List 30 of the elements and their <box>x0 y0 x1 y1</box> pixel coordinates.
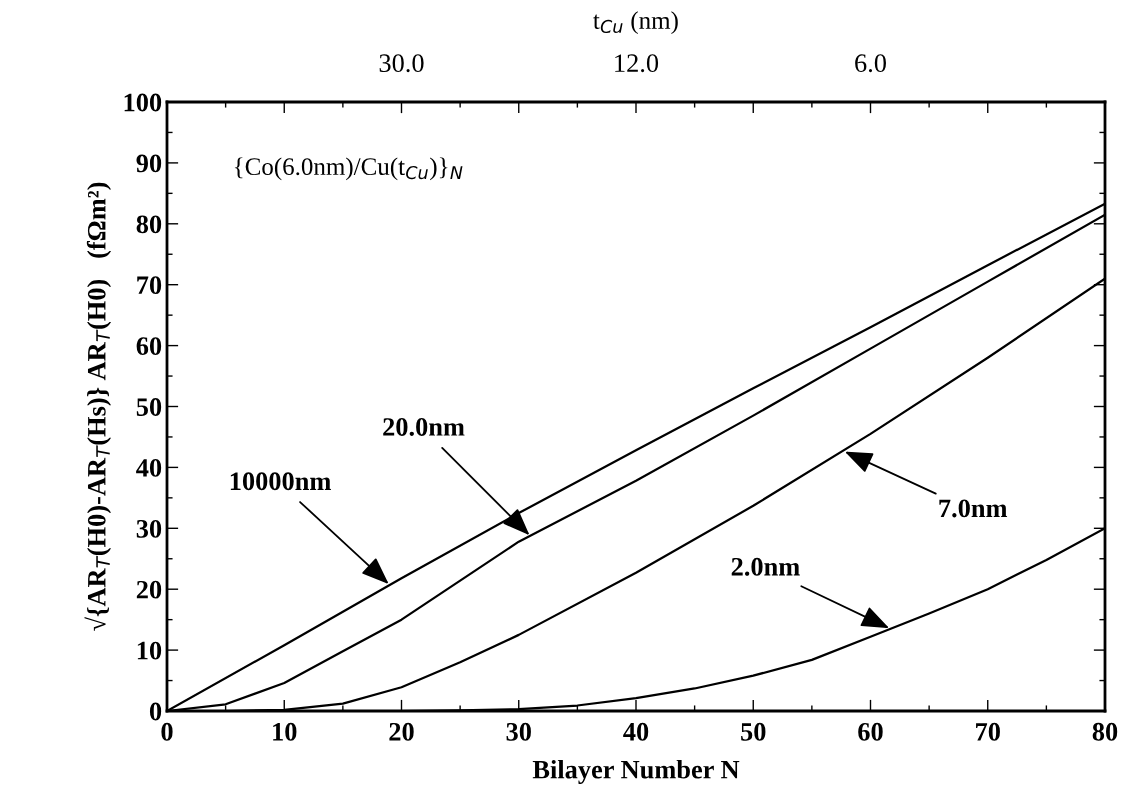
annotation: {Co(6.0nm)/Cu(t$_{Cu}$)}$_{N}$ <box>234 157 463 181</box>
x-tick-label: 20 <box>389 722 414 741</box>
text: t$_{Cu}$ (nm) <box>593 11 678 34</box>
x-tick-label: 30 <box>506 722 531 741</box>
y-tick-label: 40 <box>136 459 162 477</box>
y-tick-label: 20 <box>136 580 162 599</box>
annotation: 20.0nm <box>383 418 465 436</box>
y-tick-label: 60 <box>136 337 162 356</box>
x-tick-label: 10 <box>273 722 297 741</box>
annotation: 7.0nm <box>939 499 1008 518</box>
x-tick-label: 50 <box>741 722 766 741</box>
annotation: 10000nm <box>230 472 331 491</box>
x-tick-label: 60 <box>858 722 883 741</box>
y-tick-label: 10 <box>137 641 162 660</box>
x-tick-label: 70 <box>976 722 1000 741</box>
x-tick-label: 80 <box>1092 722 1118 741</box>
y-tick-label: 100 <box>124 93 162 112</box>
y-tick-label: 70 <box>137 276 162 295</box>
text: 30.0 <box>379 54 424 73</box>
y-tick-label: 90 <box>136 154 162 173</box>
x-axis-title: Bilayer Number N <box>532 759 740 784</box>
text: 12.0 <box>615 54 659 73</box>
text: 6.0 <box>855 54 886 73</box>
annotation: 2.0nm <box>731 557 800 576</box>
y-tick-label: 30 <box>136 519 162 538</box>
y-tick-label: 80 <box>136 215 162 234</box>
y-axis-title: √{AR$_{T}$(H0)-AR$_{T}$(Hs)} AR$_{T}$(H0) (fΩm²) <box>84 182 112 631</box>
y-tick-label: 50 <box>136 398 162 416</box>
x-tick-label: 40 <box>623 722 649 741</box>
y-tick-label: 0 <box>149 702 162 721</box>
